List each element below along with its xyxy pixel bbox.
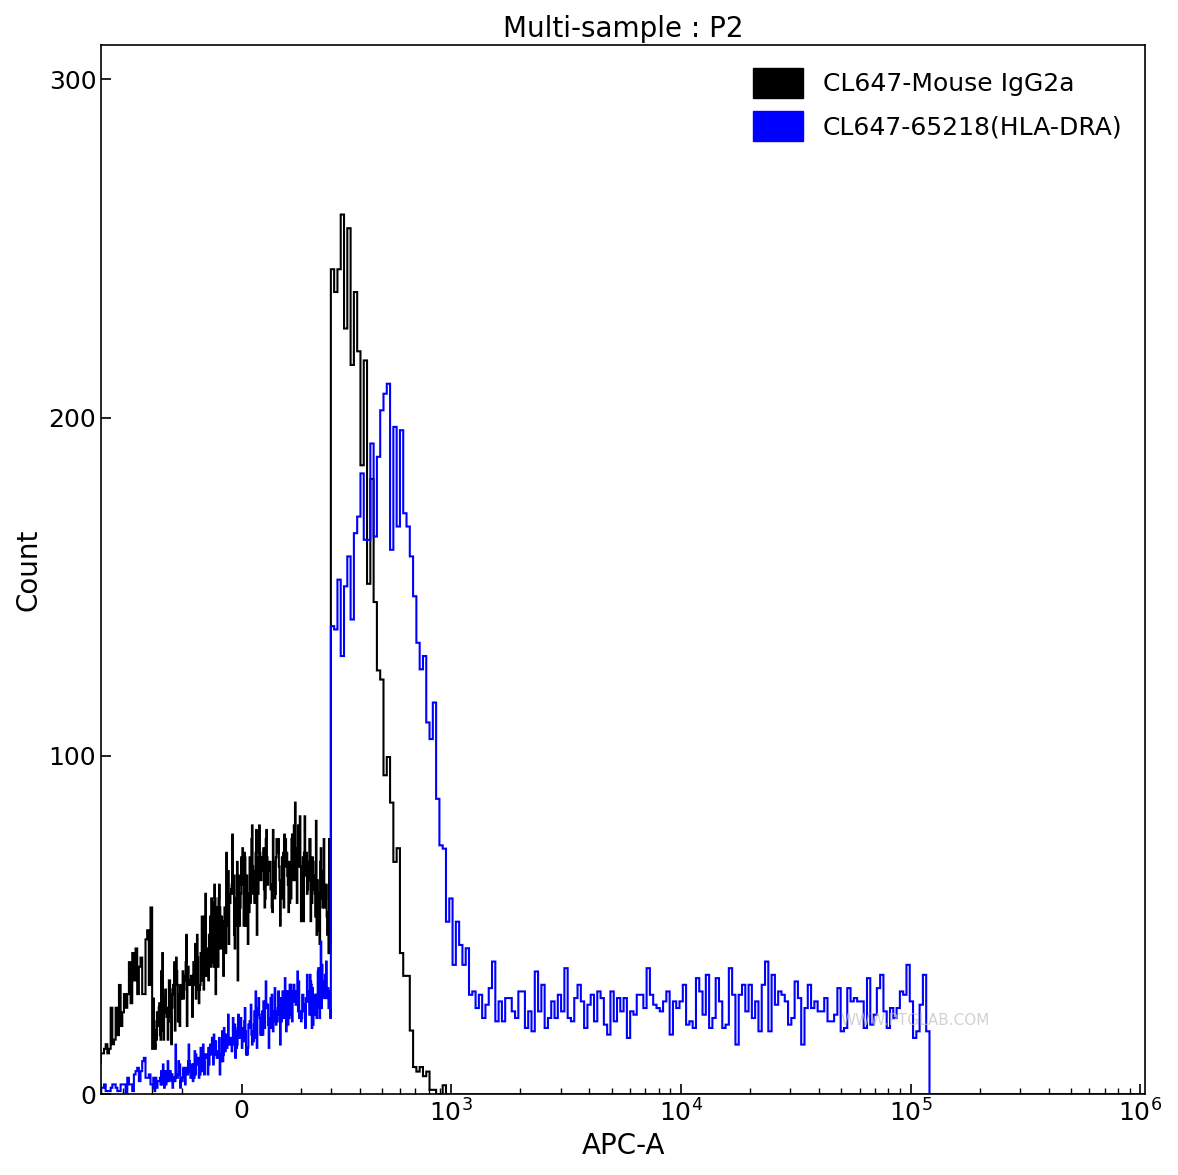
Legend: CL647-Mouse IgG2a, CL647-65218(HLA-DRA): CL647-Mouse IgG2a, CL647-65218(HLA-DRA) bbox=[743, 58, 1133, 152]
Title: Multi-sample : P2: Multi-sample : P2 bbox=[503, 15, 743, 43]
Y-axis label: Count: Count bbox=[15, 529, 44, 611]
Text: WWW.PTGLAB.COM: WWW.PTGLAB.COM bbox=[841, 1014, 991, 1028]
X-axis label: APC-A: APC-A bbox=[582, 1132, 664, 1160]
